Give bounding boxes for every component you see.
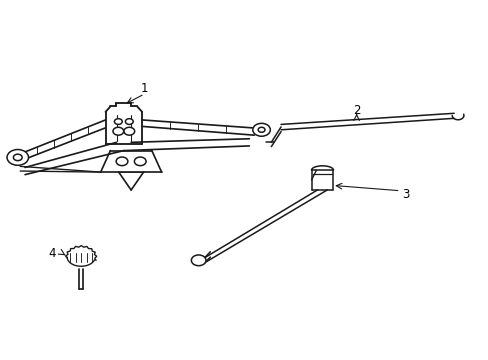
Circle shape — [125, 119, 133, 125]
Circle shape — [13, 154, 22, 161]
Circle shape — [116, 157, 127, 166]
Circle shape — [258, 127, 264, 132]
Circle shape — [114, 119, 122, 125]
Text: 3: 3 — [401, 188, 408, 201]
Circle shape — [191, 255, 205, 266]
Circle shape — [113, 127, 123, 135]
Circle shape — [134, 157, 146, 166]
Circle shape — [7, 149, 28, 165]
Circle shape — [123, 127, 134, 135]
Text: 4: 4 — [48, 247, 56, 260]
Text: 2: 2 — [352, 104, 360, 117]
Text: 1: 1 — [141, 82, 148, 95]
Circle shape — [252, 123, 270, 136]
